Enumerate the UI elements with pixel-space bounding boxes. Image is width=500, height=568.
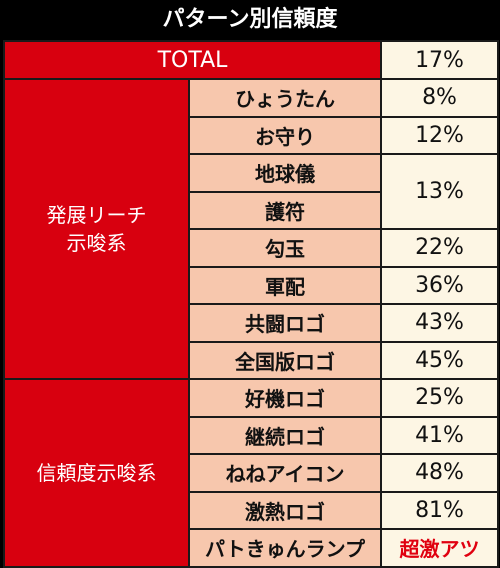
table-row: 勾玉 22% (4, 228, 500, 268)
table-row: 発展リーチ 示唆系 ひょうたん 8% (3, 78, 500, 380)
table-row: 全国版ロゴ 45% (4, 340, 500, 380)
category-cell-reliability-hint: 信頼度示唆系 (3, 378, 190, 568)
pattern-value-hot: 超激アツ (380, 528, 500, 568)
pattern-value: 25% (380, 378, 500, 418)
category-label-line1: 発展リーチ (46, 203, 147, 227)
category-label-line1: 信頼度示唆系 (36, 460, 157, 485)
table-row: 地球儀 13% (4, 153, 500, 230)
pattern-value: 13% (380, 153, 500, 230)
pattern-value: 41% (380, 415, 500, 455)
pattern-value: 81% (380, 490, 500, 530)
table-row: 共闘ロゴ 43% (4, 303, 500, 343)
pattern-value: 48% (380, 453, 500, 493)
pattern-name: 好機ロゴ (187, 378, 383, 418)
pattern-name: パトきゅんランプ (187, 528, 383, 568)
category-label-line2: 示唆系 (66, 231, 127, 255)
table-row-total: TOTAL 17% (2, 40, 500, 80)
table-row: 激熱ロゴ 81% (4, 490, 500, 530)
pattern-name: 全国版ロゴ (187, 340, 383, 380)
pattern-value: 12% (380, 115, 500, 155)
pattern-reliability-table: TOTAL 17% 発展リーチ 示唆系 ひょうたん 8% お守り 12% 地球儀… (2, 40, 500, 568)
pattern-value: 43% (380, 303, 500, 343)
pattern-name: 共闘ロゴ (187, 303, 383, 343)
pattern-name: 勾玉 (187, 228, 383, 268)
pattern-value: 8% (380, 78, 500, 118)
pattern-name: ねねアイコン (187, 453, 383, 493)
total-label: TOTAL (2, 40, 383, 80)
table-row: 護符 (4, 190, 498, 230)
total-value: 17% (380, 40, 500, 80)
pattern-name: 継続ロゴ (187, 415, 383, 455)
table-row: 信頼度示唆系 好機ロゴ 25% (3, 378, 500, 568)
table-row: 軍配 36% (4, 265, 500, 305)
table-title: パターン別信頼度 (162, 7, 338, 32)
category-cell-development-reach: 発展リーチ 示唆系 (3, 78, 190, 380)
pattern-name: ひょうたん (187, 78, 383, 118)
pattern-name: 激熱ロゴ (187, 490, 383, 530)
pattern-value: 36% (380, 265, 500, 305)
table-row: 継続ロゴ 41% (4, 415, 500, 455)
pattern-value: 22% (380, 228, 500, 268)
pattern-name: 地球儀 (187, 153, 383, 193)
table-row: ねねアイコン 48% (4, 453, 500, 493)
table-row: お守り 12% (4, 115, 500, 155)
pattern-name: 軍配 (187, 265, 383, 305)
pattern-value: 45% (380, 340, 500, 380)
table-row: パトきゅんランプ 超激アツ (4, 528, 500, 568)
pattern-name: 護符 (187, 190, 383, 230)
pattern-name: お守り (187, 115, 383, 155)
